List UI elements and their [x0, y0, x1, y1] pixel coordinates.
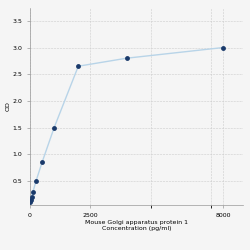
Point: [40, 160, 44, 164]
Point: [31, 190, 35, 194]
Point: [34, 179, 38, 183]
Point: [124, 56, 128, 60]
Point: [28, 200, 32, 204]
Point: [30, 195, 34, 199]
Point: [29, 198, 33, 202]
Point: [76, 64, 80, 68]
Point: [52, 126, 56, 130]
X-axis label: Mouse Golgi apparatus protein 1
Concentration (pg/ml): Mouse Golgi apparatus protein 1 Concentr…: [85, 220, 188, 231]
Y-axis label: OD: OD: [6, 101, 11, 111]
Point: [221, 46, 225, 50]
